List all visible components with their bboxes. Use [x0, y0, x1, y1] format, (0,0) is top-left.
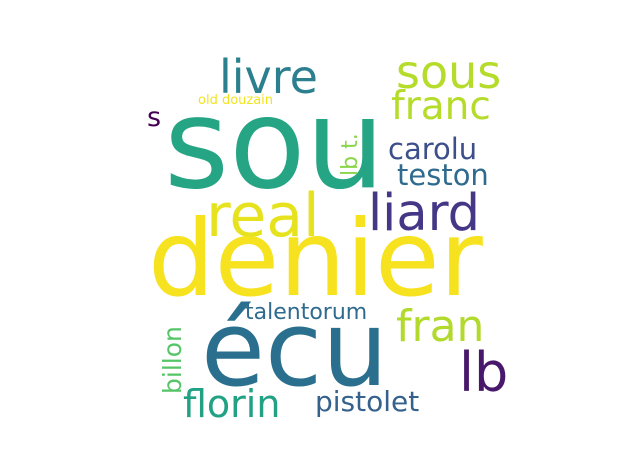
word-livre: livre: [219, 50, 318, 104]
word-lb-t: lb t.: [338, 133, 363, 176]
word-sous: sous: [396, 45, 502, 99]
word-carolu: carolu: [388, 132, 478, 166]
word-denier: denier: [148, 198, 483, 320]
word-old-douzain: old douzain: [198, 93, 274, 108]
word-ecu: écu: [201, 288, 389, 410]
word-real: real: [206, 181, 320, 251]
word-lb: lb: [459, 341, 509, 404]
word-liard: liard: [368, 184, 481, 243]
word-florin: florin: [183, 382, 281, 426]
word-pistolet: pistolet: [315, 385, 420, 418]
word-talentorum: talentorum: [245, 300, 368, 325]
word-teston: teston: [397, 158, 489, 192]
word-s: s: [147, 102, 162, 133]
word-franc: franc: [391, 84, 491, 129]
word-billon: billon: [158, 326, 187, 394]
word-fran: fran: [396, 301, 485, 352]
word-sou: sou: [164, 72, 385, 217]
